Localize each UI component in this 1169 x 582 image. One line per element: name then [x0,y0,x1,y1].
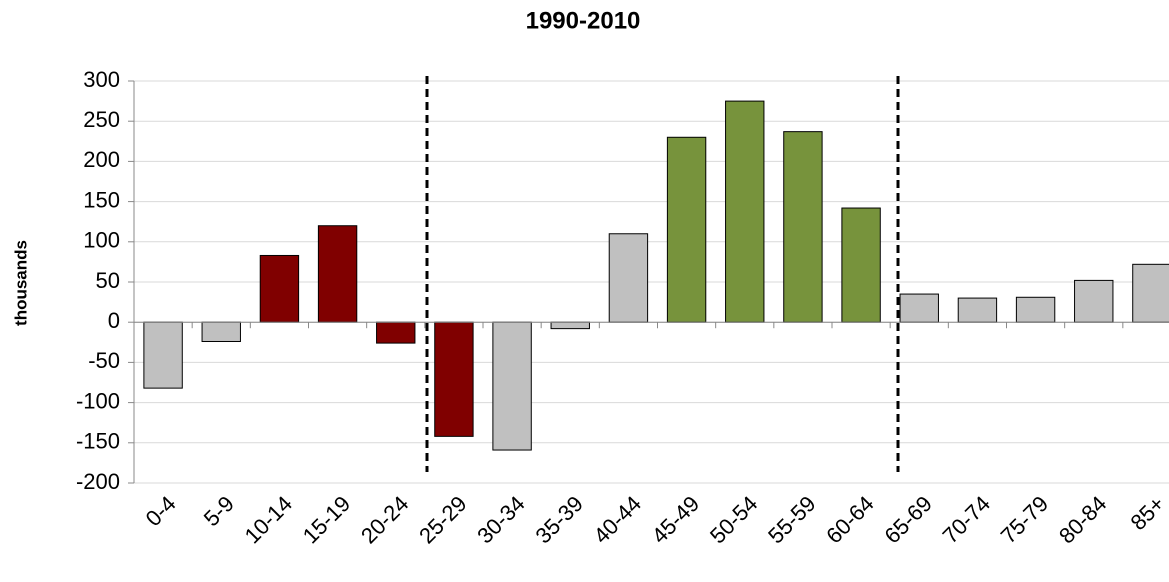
y-tick-label: 0 [108,308,120,333]
x-tick-label: 15-19 [298,491,355,548]
x-tick-label: 25-29 [414,491,471,548]
y-tick-label: 50 [96,268,120,293]
y-tick-label: 250 [83,107,120,132]
bar [666,136,707,323]
y-tick-label: -100 [76,388,120,413]
y-tick-label: -150 [76,429,120,454]
x-tick-label: 30-34 [472,491,529,548]
bar [1132,263,1169,323]
bar [783,131,823,323]
bar [201,321,241,342]
x-tick-label: 5-9 [199,491,239,531]
y-tick-label: 200 [83,147,120,172]
bar [608,233,649,323]
bar [434,321,474,437]
x-tick-label: 0-4 [141,491,181,531]
bar [550,321,590,330]
x-tick-label: 50-54 [705,491,762,548]
x-tick-label: 85+ [1125,491,1169,535]
x-tick-label: 75-79 [996,491,1053,548]
bar [841,207,881,323]
y-axis-label: thousands [11,240,30,326]
x-tick-label: 80-84 [1054,491,1111,548]
bar [143,321,183,389]
x-tick-label: 60-64 [821,491,878,548]
x-tick-label: 35-39 [530,491,587,548]
bar [957,297,998,323]
y-tick-label: 150 [83,187,120,212]
bar [259,254,300,323]
x-tick-label: 70-74 [938,491,995,548]
y-tick-label: -50 [88,348,120,373]
bar [376,321,416,344]
bar [1074,279,1114,323]
x-tick-label: 55-59 [763,491,820,548]
x-tick-label: 40-44 [589,491,646,548]
y-tick-label: 300 [83,67,120,92]
bar [317,225,358,323]
chart-title: 1990-2010 [526,7,641,34]
y-tick-label: -200 [76,469,120,494]
y-tick-label: 100 [83,228,120,253]
x-tick-label: 45-49 [647,491,704,548]
x-tick-label: 10-14 [240,491,297,548]
bar [492,321,532,451]
bar [1015,296,1056,323]
bar [899,293,939,323]
x-tick-label: 65-69 [879,491,936,548]
bar [725,100,765,323]
x-tick-label: 20-24 [356,491,413,548]
